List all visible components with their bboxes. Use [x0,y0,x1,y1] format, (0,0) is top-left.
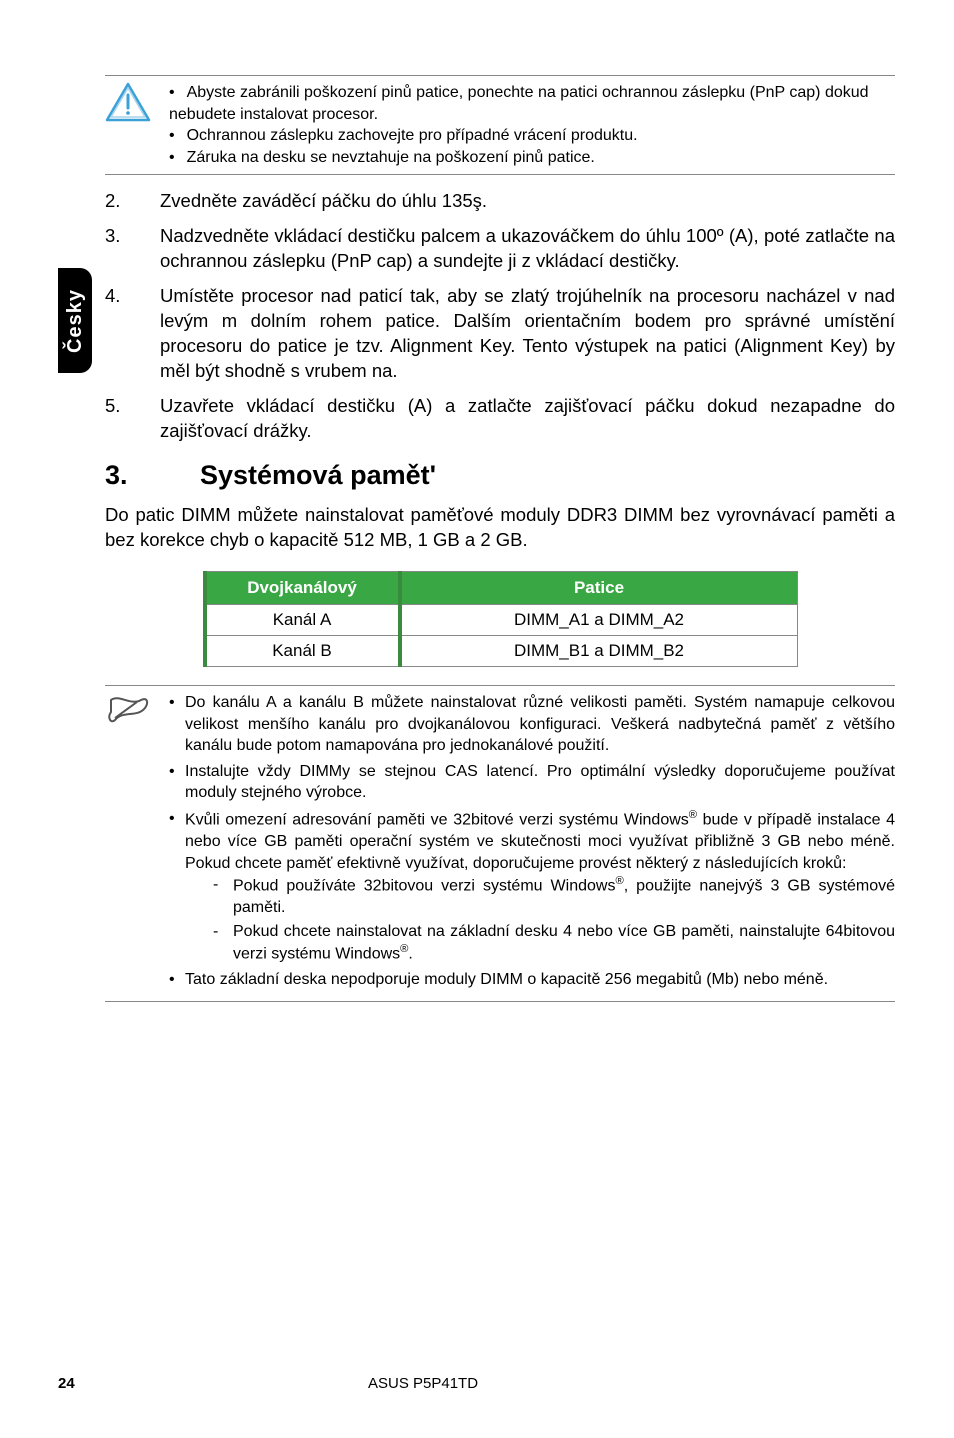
reg-mark: ® [615,875,623,887]
step-num: 3. [105,224,160,274]
note-subitem: Pokud používáte 32bitovou verzi systému … [213,874,895,919]
step-item: 2.Zvedněte zaváděcí páčku do úhlu 135ş. [105,189,895,214]
step-item: 4.Umístěte procesor nad paticí tak, aby … [105,284,895,384]
step-num: 4. [105,284,160,384]
step-num: 5. [105,394,160,444]
alert-item: Záruka na desku se nevztahuje na poškoze… [169,147,895,169]
note-list: Do kanálu A a kanálu B můžete nainstalov… [169,692,895,991]
section-paragraph: Do patic DIMM můžete nainstalovat paměťo… [105,503,895,553]
alert-block: Abyste zabránili poškození pinů patice, … [105,75,895,175]
table-cell: DIMM_A1 a DIMM_A2 [400,605,798,636]
step-num: 2. [105,189,160,214]
memory-table: Dvojkanálový Patice Kanál A DIMM_A1 a DI… [203,571,798,667]
table-header: Dvojkanálový [205,572,400,605]
note-text: . [408,946,412,963]
step-text: Nadzvedněte vkládací destičku palcem a u… [160,224,895,274]
section-heading: 3. Systémová pamět' [105,460,895,491]
alert-item: Abyste zabránili poškození pinů patice, … [169,82,895,125]
footer-title: ASUS P5P41TD [368,1375,896,1392]
table-row: Kanál A DIMM_A1 a DIMM_A2 [205,605,798,636]
note-item: Kvůli omezení adresování paměti ve 32bit… [169,808,895,965]
alert-item: Ochrannou záslepku zachovejte pro případ… [169,125,895,147]
table-cell: DIMM_B1 a DIMM_B2 [400,636,798,667]
section-number: 3. [105,460,200,491]
note-text-bold: Instalujte vždy DIMMy se stejnou CAS lat… [185,763,716,780]
table-cell: Kanál B [205,636,400,667]
note-icon [105,692,151,732]
step-item: 3.Nadzvedněte vkládací destičku palcem a… [105,224,895,274]
step-text: Zvedněte zaváděcí páčku do úhlu 135ş. [160,189,895,214]
note-item: Tato základní deska nepodporuje moduly D… [169,969,895,991]
page-content: Abyste zabránili poškození pinů patice, … [105,75,895,1016]
note-block: Do kanálu A a kanálu B můžete nainstalov… [105,685,895,1002]
note-text: Kvůli omezení adresování paměti ve 32bit… [185,811,689,828]
step-text: Umístěte procesor nad paticí tak, aby se… [160,284,895,384]
note-item: Do kanálu A a kanálu B můžete nainstalov… [169,692,895,757]
note-sublist: Pokud používáte 32bitovou verzi systému … [185,874,895,965]
table-row: Kanál B DIMM_B1 a DIMM_B2 [205,636,798,667]
note-text: Pokud chcete nainstalovat na základní de… [233,923,895,963]
caution-icon [105,82,151,122]
reg-mark: ® [689,809,697,821]
step-item: 5.Uzavřete vkládací destičku (A) a zatla… [105,394,895,444]
section-title: Systémová pamět' [200,460,436,491]
table-cell: Kanál A [205,605,400,636]
page-number: 24 [58,1375,368,1392]
note-item: Instalujte vždy DIMMy se stejnou CAS lat… [169,761,895,804]
language-label: Česky [64,289,87,353]
alert-list: Abyste zabránili poškození pinů patice, … [169,82,895,168]
note-subitem: Pokud chcete nainstalovat na základní de… [213,921,895,966]
page-footer: 24 ASUS P5P41TD [58,1375,896,1392]
step-text: Uzavřete vkládací destičku (A) a zatlačt… [160,394,895,444]
table-header: Patice [400,572,798,605]
note-text-bold: Pokud používáte 32bitovou verzi systému … [233,877,615,894]
language-tab: Česky [58,268,92,373]
step-list: 2.Zvedněte zaváděcí páčku do úhlu 135ş. … [105,189,895,444]
